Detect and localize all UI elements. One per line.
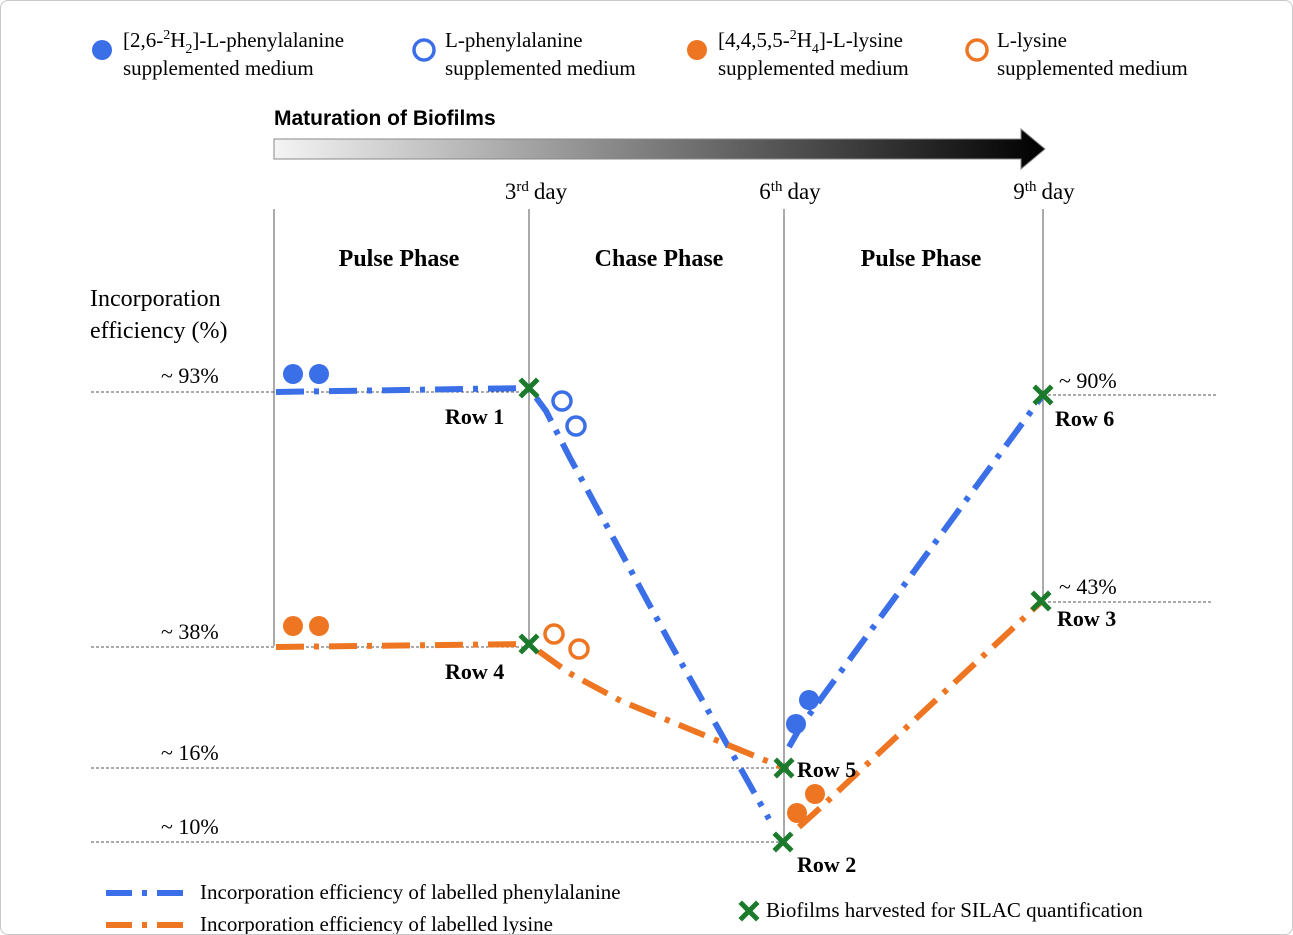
maturation-timeline: Maturation of Biofilms 3rd day 6th day 9th… bbox=[273, 107, 1075, 204]
harvest-x-marker-row-4 bbox=[518, 633, 540, 655]
phase-pulse-1: Pulse Phase bbox=[339, 246, 460, 272]
row-6-label: Row 6 bbox=[1055, 406, 1114, 431]
legend-labelled-phenylalanine-line1: [2,6-2H2]-L-phenylalanine bbox=[123, 28, 344, 57]
day-3-label: 3rd day bbox=[505, 179, 568, 204]
phenylalanine-incorporation-line-1 bbox=[275, 384, 772, 821]
labelled-phenylalanine-dot bbox=[283, 364, 303, 384]
row-1-label: Row 1 bbox=[445, 404, 504, 429]
legend-harvest-marker bbox=[738, 900, 760, 922]
legend-bottom: Incorporation efficiency of labelled phe… bbox=[106, 880, 1143, 935]
harvest-x-marker-row-2 bbox=[772, 831, 794, 853]
timeline-arrow bbox=[273, 127, 1046, 171]
legend-unlabelled-lysine-marker bbox=[965, 38, 989, 62]
unlabelled-phenylalanine-dot bbox=[551, 390, 573, 412]
phase-chase: Chase Phase bbox=[595, 246, 724, 272]
row-labels: Row 1 Row 2 Row 3 Row 4 Row 5 Row 6 bbox=[445, 404, 1116, 877]
harvest-x-marker-row-1 bbox=[518, 377, 540, 399]
legend-unlabelled-lysine-line1: L-lysine bbox=[997, 28, 1067, 52]
phenylalanine-markers bbox=[283, 364, 819, 734]
legend-labelled-lysine-marker bbox=[687, 40, 707, 60]
day-6-label: 6th day bbox=[759, 179, 821, 204]
level-label-93: ~ 93% bbox=[161, 363, 219, 388]
labelled-phenylalanine-dot bbox=[799, 690, 819, 710]
legend-unlabelled-phenylalanine-marker bbox=[412, 38, 436, 62]
unlabelled-phenylalanine-dot bbox=[565, 415, 587, 437]
phase-pulse-2: Pulse Phase bbox=[861, 246, 982, 272]
level-label-43: ~ 43% bbox=[1059, 574, 1117, 599]
legend-unlabelled-lysine-line2: supplemented medium bbox=[997, 56, 1188, 80]
harvest-x-marker-row-3 bbox=[1030, 590, 1052, 612]
legend-harvest-text: Biofilms harvested for SILAC quantificat… bbox=[766, 898, 1143, 922]
labelled-lysine-dot bbox=[309, 616, 329, 636]
labelled-lysine-dot bbox=[787, 803, 807, 823]
phase-labels: Pulse Phase Chase Phase Pulse Phase bbox=[339, 246, 982, 272]
level-label-90: ~ 90% bbox=[1059, 368, 1117, 393]
legend-labelled-lysine-line2: supplemented medium bbox=[718, 56, 909, 80]
phase-dividers bbox=[273, 209, 1044, 841]
legend-labelled-phenylalanine-marker bbox=[92, 40, 112, 60]
legend-unlabelled-phenylalanine-line2: supplemented medium bbox=[445, 56, 636, 80]
y-axis-label: Incorporation efficiency (%) bbox=[90, 286, 227, 344]
labelled-lysine-dot bbox=[283, 616, 303, 636]
level-labels: ~ 93% ~ 38% ~ 16% ~ 10% ~ 90% ~ 43% bbox=[161, 363, 1117, 839]
level-label-16: ~ 16% bbox=[161, 740, 219, 765]
legend-phenylalanine-line-text: Incorporation efficiency of labelled phe… bbox=[200, 880, 621, 904]
labelled-phenylalanine-dot bbox=[786, 714, 806, 734]
phenylalanine-incorporation-line-2 bbox=[786, 393, 1046, 749]
y-axis-label-line1: Incorporation bbox=[90, 286, 221, 312]
legend-lysine-line-text: Incorporation efficiency of labelled lys… bbox=[200, 912, 553, 935]
lysine-incorporation-line-1 bbox=[275, 640, 786, 771]
harvest-x-marker-row-6 bbox=[1032, 384, 1054, 406]
unlabelled-lysine-dot bbox=[568, 638, 590, 660]
y-axis-label-line2: efficiency (%) bbox=[90, 318, 227, 344]
legend-labelled-phenylalanine-line2: supplemented medium bbox=[123, 56, 314, 80]
day-9-label: 9th day bbox=[1013, 179, 1075, 204]
lysine-incorporation-line-2 bbox=[796, 599, 1044, 830]
labelled-lysine-dot bbox=[805, 784, 825, 804]
lysine-markers bbox=[283, 616, 825, 823]
unlabelled-lysine-dot bbox=[543, 623, 565, 645]
row-4-label: Row 4 bbox=[445, 659, 504, 684]
level-label-10: ~ 10% bbox=[161, 814, 219, 839]
labelled-phenylalanine-dot bbox=[309, 364, 329, 384]
timeline-title: Maturation of Biofilms bbox=[274, 107, 496, 130]
legend-unlabelled-phenylalanine-line1: L-phenylalanine bbox=[445, 28, 583, 52]
row-3-label: Row 3 bbox=[1057, 606, 1116, 631]
harvest-markers bbox=[518, 377, 1054, 853]
legend-top: [2,6-2H2]-L-phenylalanine supplemented m… bbox=[92, 28, 1188, 80]
row-2-label: Row 2 bbox=[797, 852, 856, 877]
row-5-label: Row 5 bbox=[797, 757, 856, 782]
level-label-38: ~ 38% bbox=[161, 619, 219, 644]
harvest-x-marker-row-5 bbox=[773, 757, 795, 779]
legend-labelled-lysine-line1: [4,4,5,5-2H4]-L-lysine bbox=[718, 28, 903, 57]
level-guides bbox=[91, 391, 1217, 843]
